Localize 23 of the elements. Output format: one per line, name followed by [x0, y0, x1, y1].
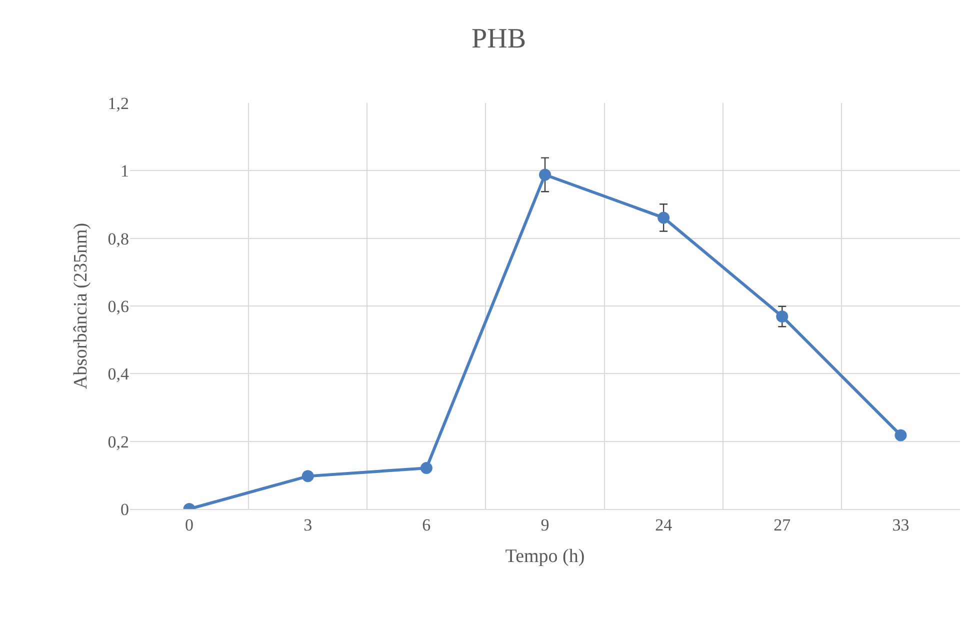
y-tick-label: 0	[120, 500, 129, 519]
point	[539, 168, 551, 181]
point	[420, 462, 432, 474]
x-tick-label: 27	[774, 515, 792, 534]
y-tick-label: 0,8	[108, 229, 129, 248]
point	[776, 310, 788, 322]
y-tick-label: 1	[120, 162, 129, 181]
point	[658, 212, 670, 224]
y-tick-label: 0,6	[108, 296, 129, 316]
x-tick-label: 3	[304, 515, 312, 534]
y-tick-label: 0,4	[108, 364, 130, 384]
point	[302, 470, 314, 482]
chart-title: PHB	[472, 23, 526, 54]
x-tick-label: 33	[892, 515, 910, 534]
y-tick-label: 0,2	[108, 432, 129, 452]
x-tick-label: 24	[655, 515, 673, 534]
y-tick-label: 1,2	[108, 94, 129, 113]
x-tick-label: 9	[540, 515, 550, 534]
point	[894, 429, 907, 442]
x-tick-label: 6	[422, 515, 431, 534]
x-tick-label: 0	[185, 515, 194, 534]
x-axis-title: Tempo (h)	[505, 546, 585, 568]
y-axis-title: Absorbância (235nm)	[70, 222, 92, 390]
